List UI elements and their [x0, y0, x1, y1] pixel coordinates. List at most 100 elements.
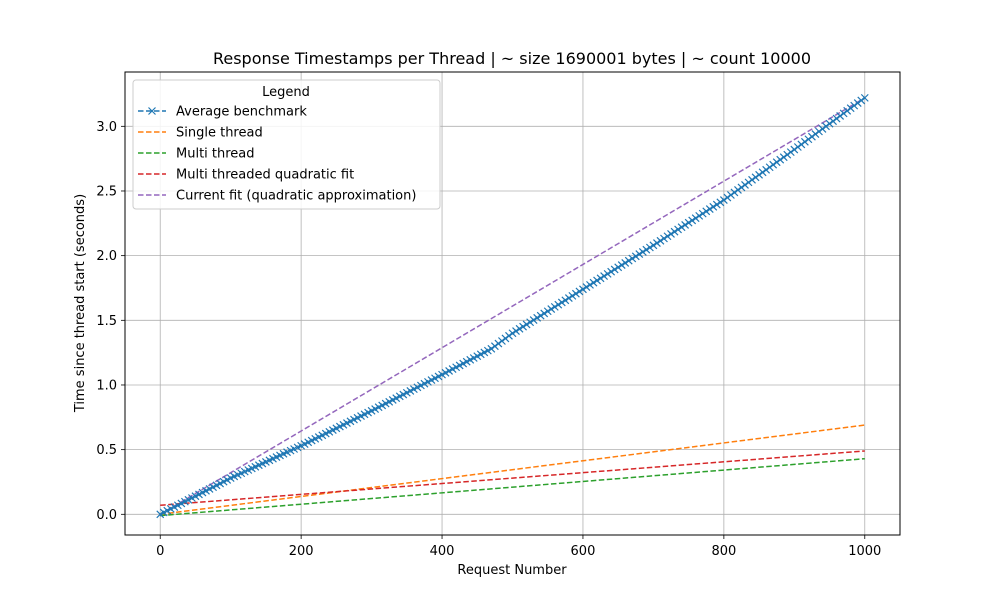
- series-marker: [582, 283, 591, 291]
- series-line: [160, 424, 865, 516]
- series-marker: [691, 214, 700, 223]
- series-marker: [758, 168, 767, 177]
- series-marker: [804, 135, 813, 144]
- series-marker: [579, 285, 587, 294]
- legend-label: Average benchmark: [176, 105, 307, 120]
- series-marker: [645, 243, 654, 252]
- x-tick-label: 1000: [848, 544, 881, 559]
- x-tick-label: 800: [711, 544, 736, 559]
- series-marker: [667, 230, 675, 238]
- series-marker: [607, 267, 616, 276]
- series-marker: [660, 234, 668, 243]
- series-marker: [508, 329, 517, 338]
- x-tick-label: 400: [430, 544, 455, 559]
- x-axis-label: Request Number: [457, 563, 567, 578]
- series-marker: [737, 183, 746, 192]
- series-marker: [568, 291, 577, 300]
- series-marker: [829, 117, 837, 126]
- series-marker: [800, 137, 809, 146]
- y-axis-label: Time since thread start (seconds): [73, 194, 88, 413]
- series-marker: [649, 241, 658, 250]
- series-marker: [702, 207, 711, 216]
- series-marker: [487, 344, 496, 353]
- series-marker: [631, 252, 640, 261]
- series-marker: [515, 324, 524, 333]
- series-marker: [490, 342, 499, 351]
- series-marker: [670, 227, 679, 236]
- series-marker: [571, 289, 580, 298]
- series-marker: [547, 305, 556, 313]
- legend-marker: [148, 107, 156, 115]
- series-marker: [501, 334, 510, 343]
- plot-frame: [124, 71, 901, 536]
- series-marker: [519, 322, 527, 331]
- series-marker: [505, 331, 513, 340]
- series-marker: [846, 104, 855, 113]
- y-tick-label: 0.5: [96, 443, 117, 458]
- series-marker: [744, 178, 753, 187]
- series-marker: [709, 202, 718, 211]
- series-marker: [779, 153, 788, 162]
- series-marker: [860, 93, 869, 102]
- x-tick-label: 600: [571, 544, 596, 559]
- series-marker: [716, 198, 725, 207]
- series-marker: [765, 163, 774, 172]
- series-marker: [698, 209, 707, 218]
- legend-box: [132, 79, 441, 210]
- y-tick-label: 3.0: [96, 120, 117, 135]
- series-line: [160, 457, 865, 517]
- series-marker: [857, 96, 866, 105]
- y-tick-label: 1.0: [96, 378, 117, 393]
- series-marker: [522, 320, 531, 329]
- series-marker: [596, 274, 605, 283]
- series-marker: [593, 276, 601, 285]
- series-marker: [811, 130, 820, 139]
- series-marker: [843, 106, 852, 115]
- chart-title: Response Timestamps per Thread | ~ size …: [213, 49, 811, 68]
- series-marker: [755, 170, 764, 179]
- series-marker: [674, 225, 682, 234]
- series-marker: [564, 294, 573, 302]
- legend-title: Legend: [262, 85, 310, 100]
- series-marker: [832, 114, 841, 123]
- series-marker: [533, 313, 542, 322]
- x-tick-label: 200: [289, 544, 314, 559]
- series-marker: [836, 112, 845, 120]
- series-marker: [557, 298, 566, 307]
- series-marker: [741, 180, 749, 189]
- series-marker: [494, 339, 503, 348]
- legend-label: Single thread: [176, 126, 263, 141]
- series-marker: [705, 205, 714, 214]
- series-marker: [772, 158, 781, 167]
- series-marker: [526, 318, 535, 327]
- legend: Legend Average benchmark Single thread Mul…: [132, 79, 441, 210]
- series-marker: [730, 188, 739, 197]
- series-marker: [776, 155, 785, 164]
- series-marker: [653, 239, 661, 247]
- legend-label: Multi thread: [176, 147, 255, 162]
- series-marker: [815, 127, 823, 136]
- series-marker: [635, 250, 644, 259]
- series-marker: [575, 287, 584, 296]
- series-marker: [600, 272, 609, 281]
- legend-label: Multi threaded quadratic fit: [176, 168, 354, 183]
- series-marker: [751, 173, 760, 182]
- series-marker: [603, 269, 612, 278]
- series-marker: [734, 186, 742, 194]
- series-marker: [561, 296, 570, 305]
- y-tick-label: 2.5: [96, 184, 117, 199]
- y-tick-label: 2.0: [96, 249, 117, 264]
- y-tick-label: 0.0: [96, 508, 117, 523]
- series-marker: [536, 311, 545, 320]
- series-marker: [610, 265, 619, 274]
- series-marker: [684, 218, 693, 227]
- series-marker: [638, 247, 647, 256]
- series-marker: [589, 278, 598, 287]
- series-marker: [688, 216, 697, 225]
- series-marker: [498, 337, 506, 345]
- series-marker: [543, 307, 552, 316]
- series-marker: [512, 327, 520, 335]
- series-markers: [156, 93, 869, 519]
- ticks: 0 200 400 600 800 1000 0.0 0.5 1.0 1.5 2.0 2.5 3.0: [96, 120, 881, 559]
